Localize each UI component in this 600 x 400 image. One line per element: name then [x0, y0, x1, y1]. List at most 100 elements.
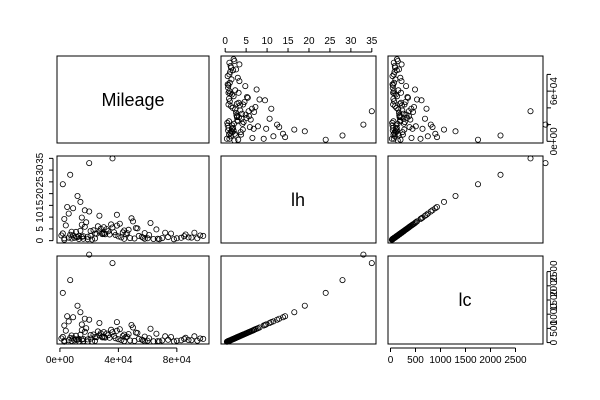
point-lc-vs-mileage [67, 277, 74, 284]
point-lc-vs-mileage [124, 333, 131, 340]
point-lc-vs-mileage [127, 337, 134, 344]
point-lc-vs-mileage [134, 329, 141, 336]
point-lc-vs-lh [236, 333, 243, 340]
point-lc-vs-mileage [115, 336, 122, 343]
point-lc-vs-lh [276, 315, 283, 322]
point-mileage-vs-lh [238, 131, 245, 138]
point-lh-vs-mileage [78, 233, 85, 240]
point-lc-vs-mileage [65, 337, 72, 344]
point-lc-vs-mileage [103, 330, 110, 337]
point-mileage-vs-lc [393, 104, 400, 111]
mileage-right-tick-label: 6e+04 [549, 77, 560, 106]
point-lc-vs-lh [322, 289, 329, 296]
lc-right-tick-label: 2500 [549, 260, 560, 283]
point-lh-vs-lc [542, 160, 549, 167]
lc-right-tick-label: 2000 [549, 274, 560, 297]
point-mileage-vs-lc [406, 124, 413, 131]
point-lc-vs-mileage [61, 322, 68, 329]
point-lc-vs-mileage [94, 328, 101, 335]
point-lc-vs-lh [268, 319, 275, 326]
point-lc-vs-mileage [78, 327, 85, 334]
point-mileage-vs-lh [261, 97, 268, 104]
point-lh-vs-lc [417, 215, 424, 222]
lh-left-tick-label: 15 [35, 199, 46, 211]
point-lc-vs-mileage [185, 336, 192, 343]
lc-bottom-tick-label: 1000 [429, 355, 452, 366]
point-lh-vs-mileage [127, 235, 134, 242]
point-lc-vs-lh [261, 321, 268, 328]
point-lh-vs-mileage [147, 219, 154, 226]
point-lh-vs-mileage [67, 171, 74, 178]
point-lc-vs-mileage [73, 336, 80, 343]
lh-left-tick-label: 25 [35, 176, 46, 188]
point-lh-vs-lc [427, 208, 434, 215]
point-mileage-vs-lh [248, 105, 255, 112]
point-lh-vs-mileage [65, 210, 72, 217]
point-lc-vs-mileage [119, 333, 126, 340]
point-mileage-vs-lh [282, 134, 289, 141]
point-lh-vs-mileage [121, 227, 128, 234]
point-lh-vs-mileage [68, 228, 75, 235]
point-lc-vs-mileage [86, 316, 93, 323]
point-lh-vs-mileage [153, 226, 160, 233]
point-mileage-vs-lh [234, 118, 241, 125]
point-lc-vs-mileage [99, 334, 106, 341]
point-mileage-vs-lc [423, 105, 430, 112]
point-lh-vs-mileage [87, 227, 94, 234]
point-lh-vs-mileage [62, 222, 69, 229]
point-lh-vs-mileage [84, 233, 91, 240]
point-lh-vs-lc [423, 211, 430, 218]
lh-top-tick-label: 30 [345, 36, 357, 47]
point-lh-vs-mileage [194, 235, 201, 242]
lh-left-tick-label: 0 [35, 237, 46, 243]
panel-frame-2-2 [220, 155, 377, 244]
point-mileage-vs-lc [410, 104, 417, 111]
point-lc-vs-mileage [131, 337, 138, 344]
point-lh-vs-mileage [84, 236, 91, 243]
point-lc-vs-mileage [84, 338, 91, 345]
point-mileage-vs-lh [231, 137, 238, 144]
point-lh-vs-mileage [90, 227, 97, 234]
point-mileage-vs-lc [400, 120, 407, 127]
point-lh-vs-mileage [141, 235, 148, 242]
panel-frame-1-3 [387, 55, 544, 144]
point-lc-vs-mileage [181, 335, 188, 342]
point-lh-vs-mileage [131, 235, 138, 242]
point-lh-vs-lc [390, 235, 397, 242]
lh-top-tick-label: 10 [262, 36, 274, 47]
lc-right-tick-label: 1000 [549, 303, 560, 326]
point-lh-vs-mileage [162, 229, 169, 236]
point-lc-vs-lh [240, 331, 247, 338]
point-mileage-vs-lh [233, 109, 240, 116]
point-mileage-vs-lc [396, 114, 403, 121]
point-mileage-vs-lc [417, 135, 424, 142]
point-mileage-vs-lh [270, 133, 277, 140]
point-lh-vs-mileage [65, 234, 72, 241]
point-mileage-vs-lh [230, 127, 237, 134]
point-lh-vs-mileage [96, 212, 103, 219]
point-mileage-vs-lh [256, 96, 263, 103]
point-mileage-vs-lc [440, 126, 447, 133]
point-lh-vs-mileage [125, 226, 132, 233]
point-lh-vs-mileage [94, 223, 101, 230]
point-lc-vs-mileage [106, 334, 113, 341]
point-mileage-vs-lc [418, 97, 425, 104]
point-mileage-vs-lc [389, 81, 396, 88]
point-mileage-vs-lh [233, 114, 240, 121]
point-mileage-vs-lh [244, 94, 251, 101]
point-lh-vs-mileage [185, 234, 192, 241]
point-lc-vs-mileage [81, 315, 88, 322]
point-mileage-vs-lh [228, 125, 235, 132]
point-mileage-vs-lc [474, 136, 481, 143]
point-mileage-vs-lc [404, 94, 411, 101]
point-lc-vs-mileage [109, 329, 116, 336]
point-mileage-vs-lh [225, 101, 232, 108]
point-mileage-vs-lc [542, 121, 549, 128]
point-mileage-vs-lc [389, 122, 396, 129]
lc-right-tick-label: 0 [549, 339, 560, 345]
point-lh-vs-lc [440, 198, 447, 205]
point-lh-vs-mileage [173, 235, 180, 242]
point-lc-vs-mileage [59, 333, 66, 340]
point-lc-vs-mileage [154, 338, 161, 345]
